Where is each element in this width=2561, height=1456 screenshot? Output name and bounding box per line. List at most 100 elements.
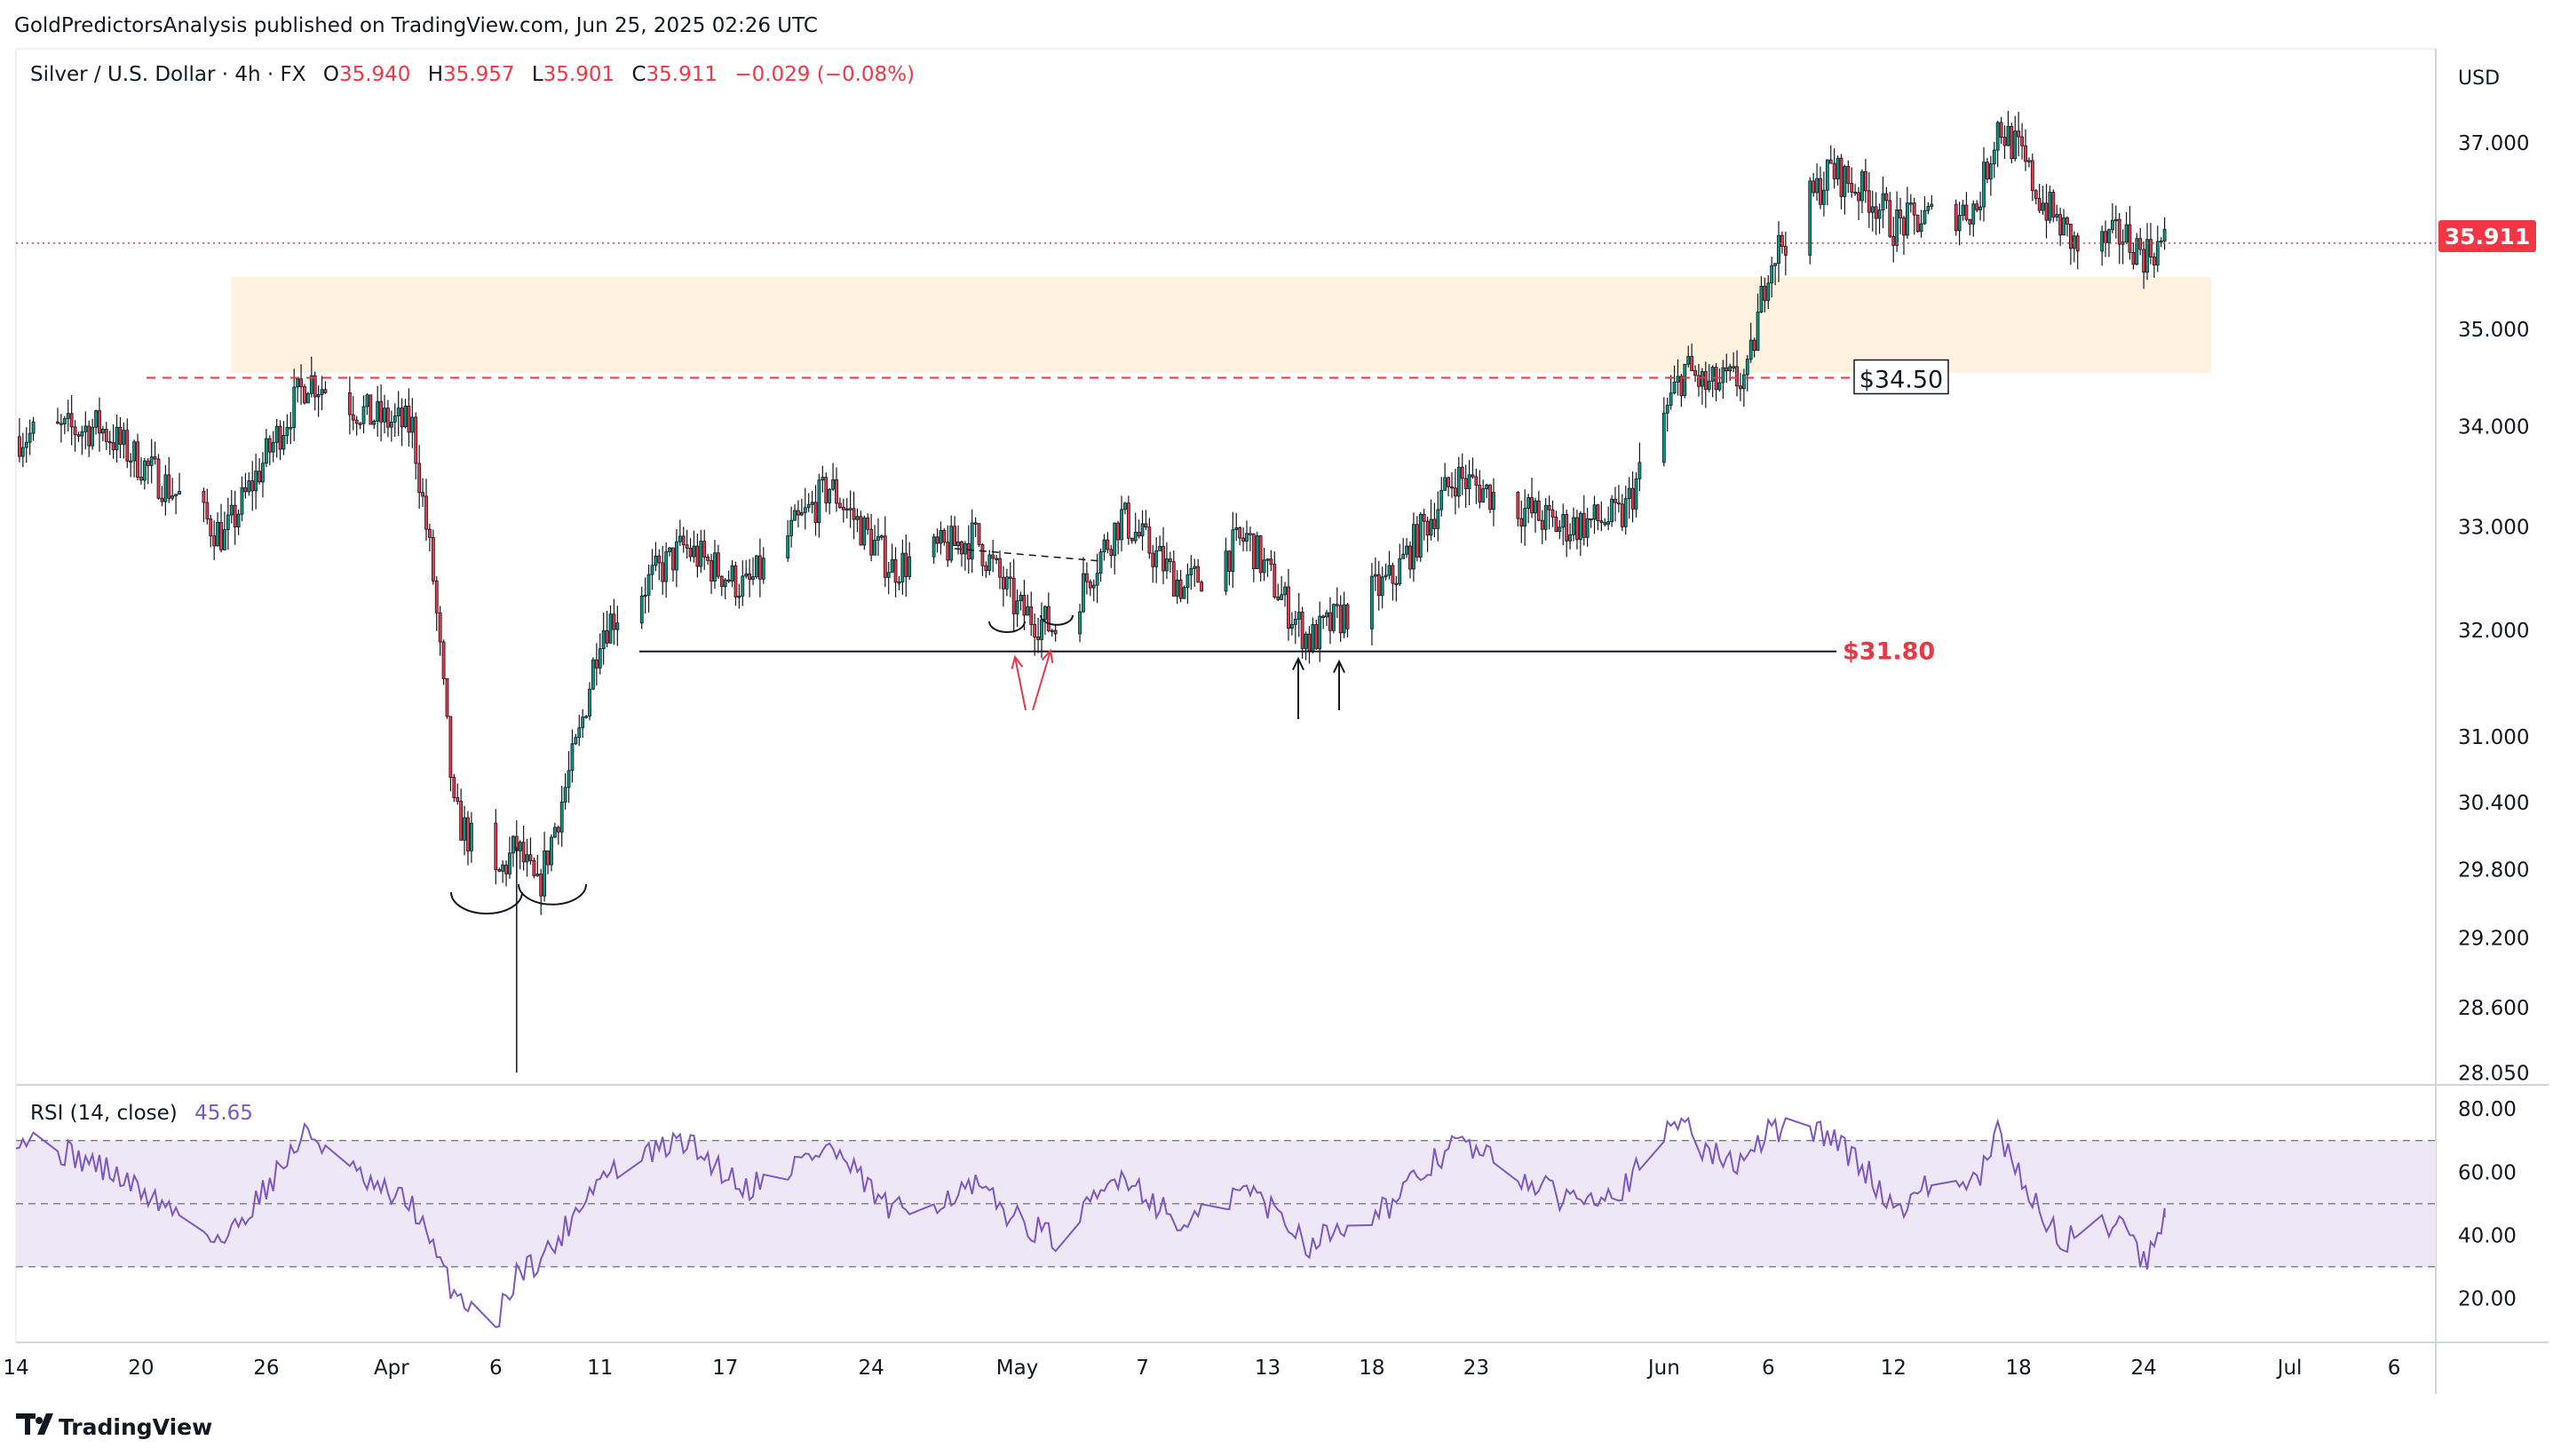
candle-up: [376, 400, 380, 422]
candle-up: [900, 552, 905, 582]
candle-up: [535, 874, 540, 876]
candle-up: [559, 801, 564, 833]
candle-down: [1463, 478, 1468, 489]
candle-down: [1599, 520, 1604, 523]
candle-up: [1387, 565, 1392, 576]
candle-up: [1439, 489, 1444, 510]
candle-up: [28, 432, 32, 443]
candle-up: [1523, 508, 1527, 527]
candle-up: [1748, 339, 1753, 360]
candle-up: [577, 727, 582, 739]
candle-down: [1036, 637, 1040, 640]
candle-up: [1634, 478, 1638, 510]
candle-up: [1627, 487, 1631, 500]
candle-down: [1565, 514, 1569, 542]
candle-up: [793, 510, 797, 521]
levels-layer: $34.50 $31.80: [16, 242, 2436, 666]
candle-up: [247, 480, 251, 493]
last-price-tag: [2438, 220, 2536, 252]
candle-up: [1102, 539, 1106, 553]
candle-up: [1175, 579, 1179, 597]
ohlc-legend: Silver / U.S. Dollar · 4h · FX O35.940 H…: [30, 63, 915, 86]
arrow-head: [1041, 648, 1054, 663]
candle-up: [1492, 492, 1495, 510]
candle-down: [2002, 137, 2007, 146]
candle-down: [1011, 577, 1016, 614]
candle-down: [1732, 366, 1736, 368]
candle-down: [942, 530, 947, 543]
candle-up: [80, 431, 84, 437]
candle-down: [417, 463, 422, 494]
candle-up: [1296, 612, 1301, 620]
candle-down: [1975, 203, 1979, 210]
candle-up: [122, 430, 126, 445]
candle-down: [1832, 162, 1836, 179]
candle-down: [1857, 192, 1860, 202]
candle-down: [456, 797, 460, 802]
candle-down: [995, 558, 998, 560]
candle-up: [1311, 624, 1315, 652]
candle-up: [1015, 600, 1019, 614]
candle-down: [448, 716, 453, 779]
candle-up: [1185, 574, 1190, 589]
candle-down: [1106, 539, 1110, 550]
candle-up: [970, 522, 974, 560]
candle-up: [1777, 234, 1780, 265]
candle-up: [668, 547, 671, 552]
candle-up: [1050, 629, 1054, 632]
rsi-tick-label: 40.00: [2458, 1224, 2517, 1247]
candle-down: [1536, 500, 1541, 521]
candle-up: [755, 555, 758, 578]
price-tick-label: 28.050: [2458, 1062, 2529, 1085]
candle-up: [94, 410, 98, 428]
candle-down: [1008, 576, 1012, 579]
candle-up: [1860, 170, 1864, 202]
candle-down: [156, 458, 161, 499]
candle-up: [1004, 576, 1009, 590]
candle-up: [1082, 573, 1085, 613]
candle-down: [1617, 502, 1621, 505]
candle-down: [1603, 522, 1607, 526]
candle-down: [1812, 180, 1816, 194]
candle-up: [1265, 558, 1270, 561]
time-tick-label: 24: [2130, 1357, 2156, 1380]
candle-up: [174, 494, 178, 496]
candle-up: [1919, 223, 1923, 232]
neckline-dashed: [954, 548, 1102, 562]
last-price-value: 35.911: [2445, 224, 2530, 249]
candle-down: [859, 516, 863, 546]
currency-label[interactable]: USD: [2458, 67, 2500, 90]
candle-up: [1095, 573, 1099, 586]
candle-up: [1770, 265, 1774, 284]
candle-up: [1988, 163, 1993, 180]
candle-down: [1447, 477, 1450, 487]
candle-down: [1084, 573, 1089, 582]
candle-up: [810, 502, 814, 505]
candle-down: [2149, 239, 2153, 257]
price-tick-label: 34.000: [2458, 416, 2529, 439]
candle-down: [1300, 612, 1304, 649]
candle-down: [1867, 190, 1871, 213]
candle-up: [1881, 193, 1885, 211]
candle-down: [497, 869, 502, 872]
candle-down: [838, 502, 842, 508]
candle-up: [643, 594, 647, 597]
candle-down: [1151, 552, 1155, 567]
candle-down: [980, 543, 985, 566]
candle-down: [935, 536, 940, 544]
candle-up: [274, 425, 279, 443]
candle-up: [261, 463, 265, 483]
candle-up: [2135, 238, 2139, 265]
candle-down: [438, 612, 442, 643]
candle-down: [1307, 633, 1312, 652]
candle-up: [664, 551, 669, 582]
candle-up: [100, 429, 105, 434]
candle-down: [358, 423, 362, 425]
tradingview-logo[interactable]: TradingView: [16, 1413, 212, 1440]
candle-up: [817, 479, 821, 524]
candle-down: [1596, 504, 1600, 522]
candle-up: [292, 386, 297, 428]
candle-up: [1610, 498, 1614, 523]
candle-down: [1171, 561, 1176, 597]
candle-down: [710, 559, 713, 582]
